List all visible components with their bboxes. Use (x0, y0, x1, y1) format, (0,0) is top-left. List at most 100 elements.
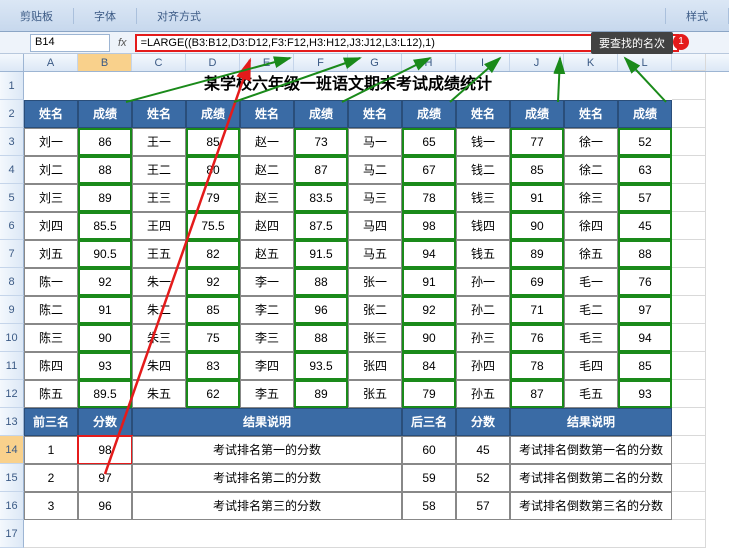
data-cell[interactable]: 52 (618, 128, 672, 156)
data-cell[interactable]: 90 (78, 324, 132, 352)
data-cell[interactable]: 毛四 (564, 352, 618, 380)
data-cell[interactable]: 朱一 (132, 268, 186, 296)
data-cell[interactable]: 王四 (132, 212, 186, 240)
row-header[interactable]: 1 (0, 72, 24, 100)
data-cell[interactable]: 赵四 (240, 212, 294, 240)
data-cell[interactable]: 孙一 (456, 268, 510, 296)
col-header[interactable]: D (186, 54, 240, 71)
col-header[interactable]: L (618, 54, 672, 71)
row-header[interactable]: 7 (0, 240, 24, 268)
data-cell[interactable]: 85 (618, 352, 672, 380)
rank-cell[interactable]: 3 (24, 492, 78, 520)
row-header[interactable]: 13 (0, 408, 24, 436)
data-cell[interactable]: 毛三 (564, 324, 618, 352)
ribbon-group-style[interactable]: 样式 (666, 8, 729, 24)
data-cell[interactable]: 刘二 (24, 156, 78, 184)
data-cell[interactable]: 陈三 (24, 324, 78, 352)
data-cell[interactable]: 王一 (132, 128, 186, 156)
data-cell[interactable]: 79 (402, 380, 456, 408)
data-cell[interactable]: 马四 (348, 212, 402, 240)
col-header[interactable]: H (402, 54, 456, 71)
score-cell[interactable]: 45 (456, 436, 510, 464)
header-cell[interactable]: 成绩 (402, 100, 456, 128)
data-cell[interactable]: 张五 (348, 380, 402, 408)
row-header[interactable]: 2 (0, 100, 24, 128)
data-cell[interactable]: 71 (510, 296, 564, 324)
score-cell[interactable]: 57 (456, 492, 510, 520)
desc-cell[interactable]: 考试排名倒数第一名的分数 (510, 436, 672, 464)
ribbon-group-clipboard[interactable]: 剪贴板 (0, 8, 74, 24)
col-header[interactable]: F (294, 54, 348, 71)
data-cell[interactable]: 92 (78, 268, 132, 296)
data-cell[interactable]: 78 (510, 352, 564, 380)
desc-cell[interactable]: 考试排名第二的分数 (132, 464, 402, 492)
data-cell[interactable]: 86 (78, 128, 132, 156)
row-header[interactable]: 8 (0, 268, 24, 296)
data-cell[interactable]: 赵一 (240, 128, 294, 156)
data-cell[interactable]: 徐五 (564, 240, 618, 268)
data-cell[interactable]: 马五 (348, 240, 402, 268)
data-cell[interactable]: 89 (510, 240, 564, 268)
data-cell[interactable]: 91 (402, 268, 456, 296)
data-cell[interactable]: 张四 (348, 352, 402, 380)
data-cell[interactable]: 孙四 (456, 352, 510, 380)
desc-cell[interactable]: 考试排名倒数第二名的分数 (510, 464, 672, 492)
data-cell[interactable]: 陈五 (24, 380, 78, 408)
data-cell[interactable]: 94 (402, 240, 456, 268)
data-cell[interactable]: 69 (510, 268, 564, 296)
data-cell[interactable]: 75 (186, 324, 240, 352)
sub-header-cell[interactable]: 结果说明 (510, 408, 672, 436)
header-cell[interactable]: 成绩 (510, 100, 564, 128)
data-cell[interactable]: 李四 (240, 352, 294, 380)
data-cell[interactable]: 孙五 (456, 380, 510, 408)
col-header[interactable]: I (456, 54, 510, 71)
data-cell[interactable]: 刘五 (24, 240, 78, 268)
header-cell[interactable]: 成绩 (186, 100, 240, 128)
data-cell[interactable]: 84 (402, 352, 456, 380)
sub-header-cell[interactable]: 前三名 (24, 408, 78, 436)
data-cell[interactable]: 赵二 (240, 156, 294, 184)
data-cell[interactable]: 91 (510, 184, 564, 212)
title-cell[interactable]: 某学校六年级一班语文期末考试成绩统计 (24, 72, 672, 100)
score-cell[interactable]: 96 (78, 492, 132, 520)
data-cell[interactable]: 67 (402, 156, 456, 184)
data-cell[interactable]: 王三 (132, 184, 186, 212)
data-cell[interactable]: 孙二 (456, 296, 510, 324)
data-cell[interactable]: 钱五 (456, 240, 510, 268)
rank-cell[interactable]: 60 (402, 436, 456, 464)
data-cell[interactable]: 79 (186, 184, 240, 212)
data-cell[interactable]: 96 (294, 296, 348, 324)
data-cell[interactable]: 钱二 (456, 156, 510, 184)
data-cell[interactable]: 88 (78, 156, 132, 184)
row-header[interactable]: 3 (0, 128, 24, 156)
data-cell[interactable]: 88 (294, 324, 348, 352)
data-cell[interactable]: 76 (510, 324, 564, 352)
data-cell[interactable]: 刘四 (24, 212, 78, 240)
data-cell[interactable]: 83 (186, 352, 240, 380)
sub-header-cell[interactable]: 结果说明 (132, 408, 402, 436)
row-header[interactable]: 15 (0, 464, 24, 492)
col-header[interactable]: C (132, 54, 186, 71)
data-cell[interactable]: 朱五 (132, 380, 186, 408)
data-cell[interactable]: 李一 (240, 268, 294, 296)
data-cell[interactable]: 87 (294, 156, 348, 184)
data-cell[interactable]: 徐一 (564, 128, 618, 156)
data-cell[interactable]: 90 (402, 324, 456, 352)
data-cell[interactable]: 钱三 (456, 184, 510, 212)
data-cell[interactable]: 83.5 (294, 184, 348, 212)
header-cell[interactable]: 成绩 (294, 100, 348, 128)
data-cell[interactable]: 87 (510, 380, 564, 408)
data-cell[interactable]: 89 (78, 184, 132, 212)
data-cell[interactable]: 75.5 (186, 212, 240, 240)
data-cell[interactable]: 王二 (132, 156, 186, 184)
data-cell[interactable]: 88 (618, 240, 672, 268)
data-cell[interactable]: 62 (186, 380, 240, 408)
data-cell[interactable]: 98 (402, 212, 456, 240)
data-cell[interactable]: 刘一 (24, 128, 78, 156)
col-header[interactable]: B (78, 54, 132, 71)
col-header[interactable]: E (240, 54, 294, 71)
header-cell[interactable]: 姓名 (564, 100, 618, 128)
header-cell[interactable]: 姓名 (348, 100, 402, 128)
row-header[interactable]: 6 (0, 212, 24, 240)
data-cell[interactable]: 76 (618, 268, 672, 296)
